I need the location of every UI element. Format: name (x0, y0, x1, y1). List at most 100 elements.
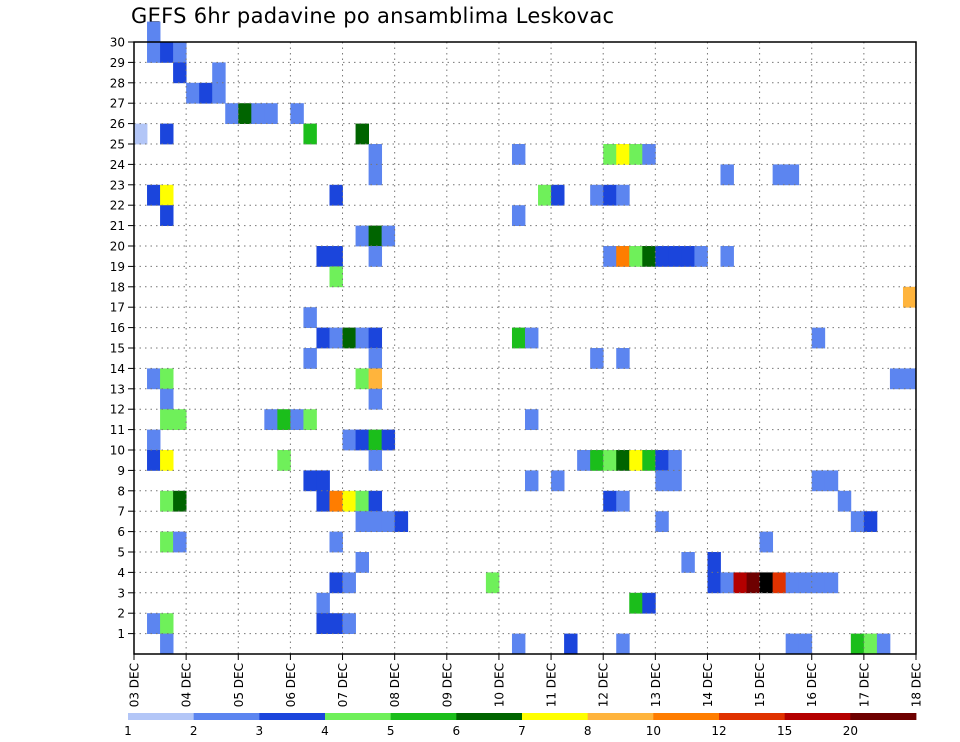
heatmap-cell (525, 327, 539, 349)
heatmap-cell (655, 511, 669, 532)
y-axis: 1234567891011121314151617181920212223242… (110, 36, 134, 641)
heatmap-cell (342, 327, 356, 349)
heatmap-cell (525, 470, 539, 492)
heatmap-cell (342, 490, 356, 512)
x-tick-label: 13 DEC (649, 663, 663, 707)
heatmap-cell (603, 184, 617, 206)
heatmap-cell (303, 307, 317, 328)
heatmap-cell (681, 246, 695, 267)
heatmap-cell (616, 144, 630, 165)
heatmap-cell (824, 572, 839, 594)
heatmap-cell (134, 123, 148, 145)
heatmap-cell (616, 633, 630, 655)
legend-swatch (128, 713, 195, 720)
heatmap-cell (525, 409, 539, 430)
heatmap-cell (642, 246, 656, 267)
heatmap-cell (342, 572, 356, 594)
heatmap-cell (629, 592, 643, 614)
y-tick-label: 15 (110, 342, 125, 356)
heatmap-cell (485, 572, 500, 594)
heatmap-cell (342, 429, 356, 451)
x-tick-label: 12 DEC (597, 663, 611, 707)
heatmap-cell (629, 246, 643, 267)
heatmap-cell (368, 490, 383, 512)
heatmap-cell (342, 613, 356, 634)
heatmap-cell (381, 429, 396, 451)
y-tick-label: 28 (110, 76, 125, 90)
heatmap-cell (785, 572, 800, 594)
heatmap-cell (316, 490, 330, 512)
heatmap-cell (629, 450, 643, 471)
heatmap-cell (355, 225, 369, 247)
heatmap-cell (160, 123, 174, 145)
heatmap-cell (655, 450, 669, 471)
heatmap-cell (329, 266, 343, 288)
heatmap-cell (850, 633, 865, 655)
x-tick-label: 07 DEC (336, 663, 350, 707)
x-tick-label: 06 DEC (284, 663, 298, 707)
x-tick-label: 11 DEC (545, 663, 559, 707)
heatmap-cell (394, 511, 409, 532)
heatmap-cell (551, 470, 565, 492)
heatmap-cell (511, 633, 526, 655)
y-tick-label: 9 (117, 464, 125, 478)
legend-swatch (325, 713, 392, 720)
x-tick-label: 05 DEC (232, 663, 246, 707)
heatmap-cell (368, 388, 383, 410)
heatmap-cell (316, 592, 330, 614)
heatmap-cell (564, 633, 578, 655)
heatmap-cell (590, 450, 604, 471)
heatmap-cell (355, 123, 369, 145)
y-tick-label: 5 (117, 546, 125, 560)
y-tick-label: 16 (110, 321, 125, 335)
y-tick-label: 22 (110, 199, 125, 213)
y-tick-label: 17 (110, 301, 125, 315)
x-tick-label: 08 DEC (388, 663, 402, 707)
heatmap-cell (368, 144, 383, 165)
heatmap-cell (147, 21, 161, 43)
heatmap-cell (668, 470, 682, 492)
heatmap-cell (160, 633, 174, 655)
heatmap-cell (147, 368, 161, 390)
legend-level-label: 8 (584, 724, 592, 738)
heatmap-cell (173, 42, 187, 63)
heatmap-cell (316, 327, 330, 349)
heatmap-cell (277, 450, 291, 471)
heatmap-cell (173, 62, 187, 84)
heatmap-cell (381, 511, 396, 532)
legend-swatch (784, 713, 851, 720)
heatmap-cell (590, 348, 604, 369)
heatmap-cell (511, 144, 526, 165)
legend-level-label: 2 (190, 724, 198, 738)
heatmap-cell (186, 82, 200, 104)
heatmap-cell (355, 327, 369, 349)
heatmap-cell (616, 348, 630, 369)
heatmap-cell (303, 470, 317, 492)
heatmap-cell (811, 327, 826, 349)
legend-level-label: 4 (321, 724, 329, 738)
heatmap-cell (368, 348, 383, 369)
x-tick-label: 16 DEC (805, 663, 819, 707)
heatmap-cell (329, 246, 343, 267)
x-tick-label: 18 DEC (910, 663, 924, 707)
heatmap-cell (316, 613, 330, 634)
heatmap-cell (616, 184, 630, 206)
y-tick-label: 2 (117, 607, 125, 621)
heatmap-cell (303, 409, 317, 430)
heatmap-cell (759, 531, 774, 553)
heatmap-cell (147, 450, 161, 471)
heatmap-cell (368, 225, 383, 247)
heatmap-cell (837, 490, 852, 512)
heatmap-cell (655, 470, 669, 492)
legend-swatch (390, 713, 457, 720)
legend-level-label: 10 (646, 724, 661, 738)
heatmap-cell (772, 572, 787, 594)
x-tick-label: 04 DEC (180, 663, 194, 707)
legend-swatch (259, 713, 326, 720)
heatmap-cell (316, 246, 330, 267)
heatmap-cell (616, 490, 630, 512)
heatmap-cell (329, 490, 343, 512)
x-axis: 03 DEC 04 DEC 05 DEC 06 DEC 07 DEC 08 DEC 09 D… (128, 654, 924, 707)
y-tick-label: 18 (110, 280, 125, 294)
heatmap-cell (303, 123, 317, 145)
